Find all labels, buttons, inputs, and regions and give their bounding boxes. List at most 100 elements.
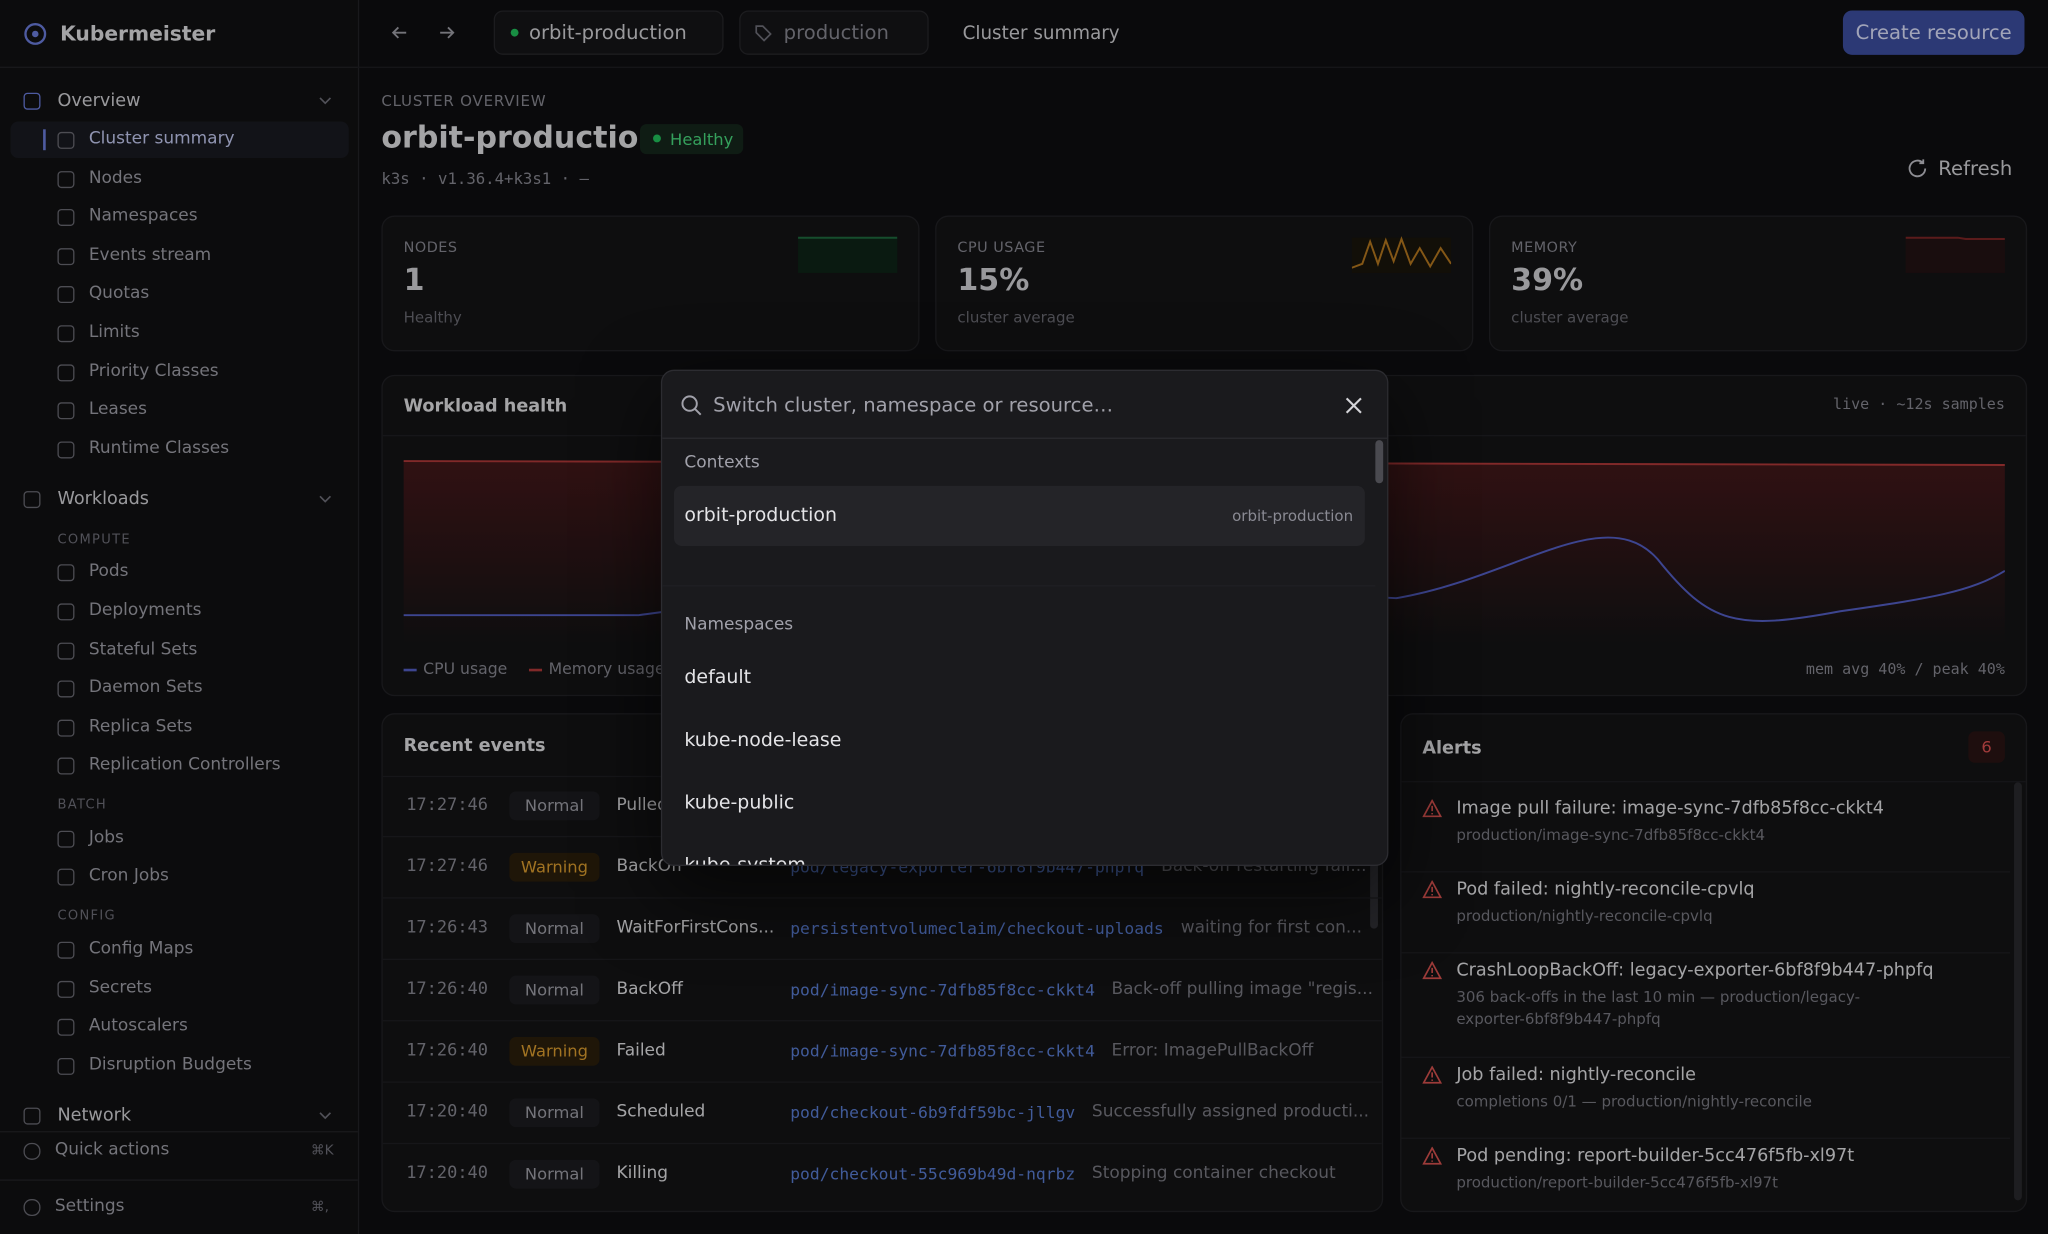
palette-option[interactable]: kube-system [684,855,806,866]
nav-item[interactable]: Replica Sets [88,716,193,737]
refresh-icon [1908,159,1927,178]
event-reason[interactable]: Pulled [616,795,668,816]
event-reason[interactable]: BackOff [616,979,683,1000]
nav-item[interactable]: Replication Controllers [88,755,281,775]
sparkline-bg [1905,237,2005,273]
samples-note: live · ~12s samples [1833,394,2005,413]
create-button[interactable]: Create resource [1842,10,2025,55]
event-object[interactable]: pod/image-sync-7dfb85f8cc-ckkt4 [790,1040,1095,1061]
event-time: 17:20:40 [406,1102,488,1122]
scrollbar [2014,782,2022,1201]
footer-ico [23,1142,41,1160]
divider [662,585,1376,587]
nav-ico [57,564,75,582]
nav-item[interactable]: Pods [88,562,129,582]
nav-ico [57,830,75,848]
event-reason[interactable]: WaitForFirstCons... [616,918,775,938]
alert-title[interactable]: Pod failed: nightly-reconcile-cpvlq [1456,879,1755,900]
nav-item[interactable]: Quotas [88,283,150,304]
option-highlight [673,485,1365,546]
forward-button[interactable] [436,24,457,42]
nav-item[interactable]: Deployments [88,600,202,621]
event-reason[interactable]: Scheduled [616,1102,706,1122]
event-reason[interactable]: Failed [616,1040,666,1061]
sparkline-bg [798,237,898,273]
event-type: Normal [509,791,600,821]
nav-ico [23,92,41,110]
back-button[interactable] [389,24,410,42]
alert-title[interactable]: CrashLoopBackOff: legacy-exporter-6bf8f9… [1456,959,1934,981]
event-object[interactable]: pod/checkout-55c969b49d-nqrbz [790,1163,1076,1184]
event-time: 17:26:43 [406,918,488,938]
namespace-select[interactable]: production [739,10,929,55]
refresh-button[interactable]: Refresh [1938,156,2013,181]
palette-option[interactable]: kube-public [684,792,795,814]
event-reason[interactable]: Killing [616,1163,669,1184]
nav-item[interactable]: Disruption Budgets [88,1054,252,1075]
nav-ico [57,441,75,459]
nav-item[interactable]: Runtime Classes [88,438,230,459]
event-object[interactable]: persistentvolumeclaim/checkout-uploads [790,918,1164,938]
stat-card: CPU USAGE 15% cluster average [935,215,1474,352]
event-object[interactable]: pod/image-sync-7dfb85f8cc-ckkt4 [790,979,1095,1000]
legend-swatch [403,668,417,672]
footer-item[interactable]: Quick actions [54,1140,170,1160]
row-divider [382,1081,1382,1083]
context-select[interactable]: orbit-production [493,10,724,55]
nav-item[interactable]: Daemon Sets [88,677,203,698]
nav-group[interactable]: Workloads [57,488,149,510]
event-type: Normal [509,1159,600,1189]
close-button[interactable] [1345,397,1362,414]
palette-option[interactable]: orbit-production [684,505,838,527]
search-icon [681,395,702,416]
alert-title[interactable]: Image pull failure: image-sync-7dfb85f8c… [1456,798,1884,819]
nav-ico [57,680,75,698]
nav-item[interactable]: Jobs [88,827,124,848]
nav-item[interactable]: Nodes [88,167,142,188]
nav-item[interactable]: Events stream [88,245,212,265]
nav-item[interactable]: Secrets [88,977,152,998]
event-type: Warning [509,852,600,882]
row-divider [382,958,1382,960]
alert-title[interactable]: Pod pending: report-builder-5cc476f5fb-x… [1456,1145,1855,1167]
footer-item[interactable]: Settings [54,1196,125,1216]
nav-active-bar [43,129,46,151]
eyebrow: CLUSTER OVERVIEW [381,91,547,110]
row-divider [1401,1056,2011,1058]
alert-icon [1422,799,1442,818]
nav-item[interactable]: Leases [88,399,147,420]
nav-item[interactable]: Limits [88,322,140,343]
context-label: orbit-production [528,20,687,45]
search-input[interactable]: Switch cluster, namespace or resource… [713,393,1114,417]
event-message: Stopping container checkout [1091,1163,1336,1184]
nav-item[interactable]: Cluster summary [88,129,235,149]
alert-icon [1422,880,1442,899]
chevron [319,1111,332,1119]
sparkline [1905,236,2005,240]
chevron [319,97,332,105]
nav-item[interactable]: Config Maps [88,938,194,959]
nav-item[interactable]: Cron Jobs [88,866,169,887]
nav-ico [57,1018,75,1036]
event-type: Normal [509,975,600,1005]
palette-option[interactable]: kube-node-lease [684,730,842,752]
nav-group[interactable]: Overview [57,90,141,112]
event-object[interactable]: pod/checkout-6b9fdf59bc-jllgv [790,1102,1076,1122]
stat-value: 15% [957,263,1030,298]
alert-title[interactable]: Job failed: nightly-reconcile [1456,1064,1696,1086]
event-type: Normal [509,914,600,944]
palette-option[interactable]: default [684,667,752,689]
nav-item[interactable]: Namespaces [88,206,198,227]
stat-note: Healthy [403,308,462,327]
row-divider [382,897,1382,899]
nav-item[interactable]: Priority Classes [88,361,219,381]
event-type: Normal [509,1098,600,1128]
nav-item[interactable]: Stateful Sets [88,639,198,659]
nav-item[interactable]: Autoscalers [88,1016,188,1036]
footer-ico [23,1199,41,1216]
nav-group[interactable]: Network [57,1104,132,1126]
nav-ico [57,719,75,737]
chevron [319,495,332,503]
event-type: Warning [509,1037,600,1066]
sparkline [798,236,898,239]
